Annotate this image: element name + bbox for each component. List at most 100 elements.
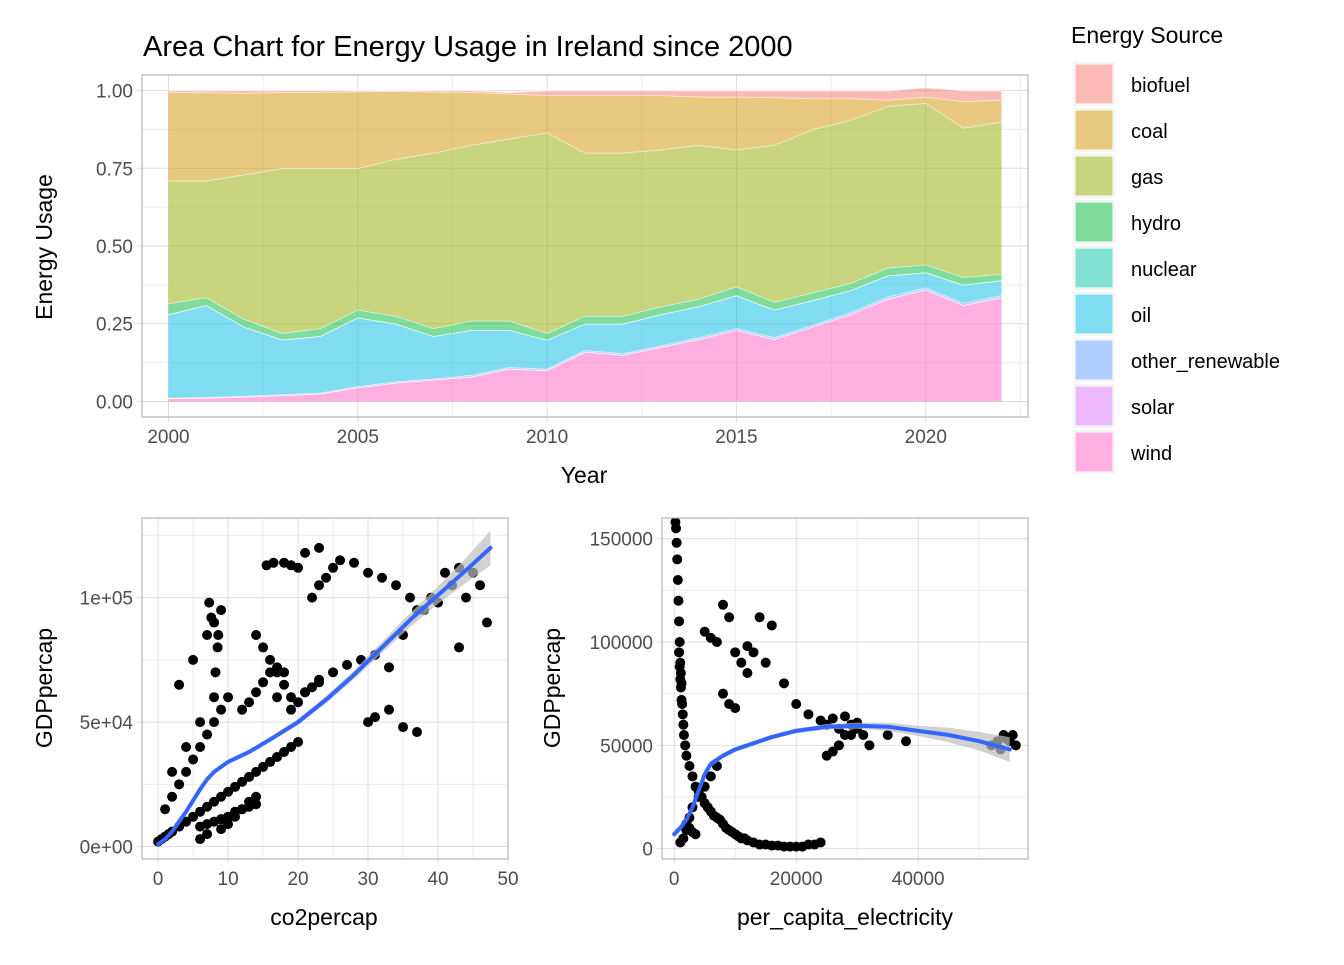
- scatter-co2-point: [216, 824, 227, 835]
- scatter-co2-point: [244, 771, 255, 782]
- area-y-tick-label: 0.25: [96, 315, 133, 336]
- scatter-co2-point: [258, 677, 269, 688]
- scatter-co2-point: [293, 697, 304, 708]
- scatter-co2-point: [391, 580, 402, 591]
- scatter-electricity-point: [742, 641, 753, 652]
- legend-swatch-gas: [1074, 155, 1114, 197]
- scatter-co2-x-tick-label: 0: [153, 869, 164, 890]
- scatter-electricity-point: [724, 612, 735, 623]
- area-x-tick-label: 2015: [715, 427, 757, 448]
- legend-swatch-nuclear: [1074, 247, 1114, 289]
- legend-swatch-wind: [1074, 431, 1114, 473]
- scatter-co2-point: [209, 796, 220, 807]
- legend-label-coal: coal: [1131, 121, 1168, 143]
- scatter-co2-x-tick-label: 30: [357, 869, 378, 890]
- scatter-co2-point: [272, 667, 283, 678]
- scatter-electricity-point: [671, 523, 682, 534]
- scatter-electricity-point: [674, 616, 685, 627]
- legend-swatch-other_renewable: [1074, 339, 1114, 381]
- scatter-co2-point: [195, 741, 206, 752]
- scatter-electricity-point: [678, 719, 689, 730]
- scatter-co2-point: [279, 679, 290, 690]
- scatter-electricity-point: [803, 709, 814, 720]
- scatter-co2-point: [244, 697, 255, 708]
- scatter-co2-point: [279, 667, 290, 678]
- scatter-co2-point: [209, 692, 220, 703]
- scatter-electricity-panel-border: [661, 517, 1029, 860]
- scatter-co2-point: [265, 654, 276, 665]
- scatter-co2-point: [412, 727, 423, 738]
- scatter-electricity-point: [677, 699, 688, 709]
- scatter-electricity-point: [699, 626, 710, 637]
- scatter-electricity-point: [684, 761, 695, 771]
- scatter-co2-point: [216, 791, 227, 802]
- area-y-tick-label: 0.00: [96, 392, 133, 413]
- scatter-co2-point: [384, 662, 395, 673]
- scatter-co2-x-tick-label: 50: [497, 869, 518, 890]
- scatter-electricity-point: [681, 750, 692, 761]
- scatter-co2-point: [167, 766, 178, 777]
- scatter-co2-point: [181, 741, 192, 752]
- scatter-electricity-point: [827, 713, 838, 724]
- scatter-electricity-point: [766, 620, 777, 631]
- scatter-co2-point: [440, 567, 451, 578]
- scatter-co2-point: [212, 642, 223, 653]
- legend-title: Energy Source: [1071, 22, 1223, 48]
- legend-label-hydro: hydro: [1131, 213, 1181, 235]
- scatter-co2-point: [286, 704, 297, 715]
- legend-label-biofuel: biofuel: [1131, 75, 1190, 97]
- scatter-electricity-point: [760, 657, 771, 668]
- scatter-co2-point: [237, 704, 248, 715]
- scatter-electricity-point: [672, 554, 683, 565]
- scatter-co2-point: [335, 555, 346, 566]
- scatter-co2-point: [188, 754, 199, 765]
- scatter-co2-point: [307, 592, 318, 603]
- legend-label-solar: solar: [1131, 397, 1175, 419]
- area-series-oil: [168, 272, 1002, 398]
- scatter-co2-point: [251, 799, 262, 810]
- area-y-tick-label: 1.00: [96, 82, 133, 103]
- scatter-co2-point: [286, 692, 297, 703]
- scatter-co2-ylabel: GDPpercap: [31, 628, 57, 748]
- scatter-electricity-point: [779, 678, 789, 689]
- scatter-electricity-point: [718, 688, 728, 699]
- scatter-electricity-y-tick-label: 50000: [600, 736, 653, 757]
- scatter-co2-point: [258, 642, 269, 653]
- scatter-electricity-point: [864, 740, 875, 751]
- scatter-co2-point: [230, 781, 241, 792]
- scatter-electricity-point: [730, 647, 741, 658]
- area-series-coal: [168, 91, 1002, 181]
- scatter-electricity-point: [748, 647, 759, 658]
- area-y-tick-label: 0.75: [96, 159, 133, 180]
- scatter-electricity-point: [680, 740, 691, 751]
- scatter-co2-point: [237, 776, 248, 787]
- area-series-hydro: [168, 264, 1002, 340]
- area-x-tick-label: 2005: [337, 427, 379, 448]
- scatter-co2-point: [204, 597, 215, 608]
- scatter-co2-point: [293, 737, 304, 748]
- area-panel-border: [141, 74, 1029, 418]
- scatter-co2-point: [272, 751, 283, 762]
- scatter-co2-point: [363, 567, 374, 578]
- scatter-co2-point: [328, 667, 339, 678]
- legend-label-nuclear: nuclear: [1131, 259, 1197, 281]
- scatter-electricity-point: [754, 612, 765, 623]
- scatter-electricity-point: [833, 740, 844, 751]
- legend: Energy Source biofuel coal gas hydro nuclear…: [1071, 22, 1280, 474]
- scatter-electricity-points: [670, 518, 1021, 852]
- scatter-co2-point: [223, 786, 234, 797]
- scatter-electricity-confidence-ribbon: [674, 722, 1010, 839]
- scatter-co2-point: [454, 642, 465, 653]
- scatter-co2-point: [202, 829, 213, 840]
- legend-swatch-coal: [1074, 109, 1114, 151]
- legend-label-oil: oil: [1131, 305, 1151, 327]
- scatter-electricity-point: [681, 825, 692, 836]
- scatter-co2-point: [258, 761, 269, 772]
- legend-swatch-solar: [1074, 385, 1114, 427]
- scatter-co2-point: [210, 667, 221, 678]
- legend-swatch-hydro: [1074, 201, 1114, 243]
- scatter-co2-point: [202, 629, 213, 640]
- scatter-electricity-point: [690, 829, 701, 840]
- scatter-co2-point: [174, 779, 185, 790]
